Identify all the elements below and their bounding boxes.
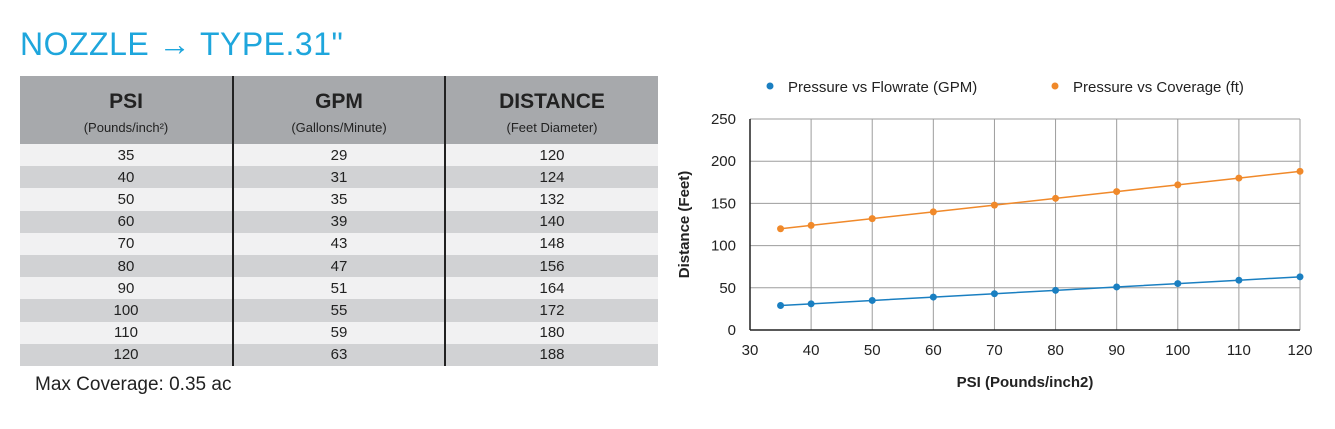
x-tick-label: 120	[1287, 342, 1312, 359]
cell-distance: 188	[444, 343, 658, 366]
legend-marker	[766, 82, 774, 90]
data-point	[807, 221, 815, 229]
column-header-sublabel: (Feet Diameter)	[506, 119, 598, 135]
cell-gpm: 47	[232, 254, 445, 278]
data-point	[1235, 174, 1243, 182]
series-line-1	[780, 276, 1301, 307]
cell-distance: 164	[444, 277, 658, 300]
cell-psi: 80	[20, 254, 233, 278]
data-point	[1174, 280, 1182, 288]
legend-marker	[1051, 82, 1059, 90]
y-tick-label: 200	[711, 153, 736, 170]
cell-gpm: 51	[232, 277, 445, 300]
cell-gpm: 29	[232, 144, 445, 167]
data-point	[1235, 276, 1243, 284]
legend-label: Pressure vs Coverage (ft)	[1073, 79, 1244, 96]
cell-psi: 100	[20, 299, 233, 322]
data-point	[868, 296, 876, 304]
cell-gpm: 43	[232, 232, 445, 255]
cell-psi: 90	[20, 277, 233, 300]
legend-label: Pressure vs Flowrate (GPM)	[788, 79, 977, 96]
cell-distance: 124	[444, 166, 658, 189]
column-header-label: DISTANCE	[499, 89, 605, 113]
data-point	[990, 201, 998, 209]
cell-gpm: 59	[232, 321, 445, 344]
table-row: 70 43 148	[20, 232, 658, 255]
y-tick-label: 50	[719, 280, 736, 297]
data-point	[777, 302, 785, 310]
column-header-sublabel: (Gallons/Minute)	[291, 119, 387, 135]
data-point	[1296, 167, 1304, 175]
table-row: 110 59 180	[20, 321, 658, 344]
column-header-label: GPM	[315, 89, 363, 113]
series-line-2	[780, 170, 1301, 230]
cell-gpm: 35	[232, 188, 445, 211]
x-tick-label: 80	[1047, 342, 1064, 359]
column-header-label: PSI	[109, 89, 143, 113]
column-header-gpm: GPM (Gallons/Minute)	[232, 76, 445, 144]
table-row: 50 35 132	[20, 188, 658, 211]
data-point	[1052, 286, 1060, 294]
cell-distance: 120	[444, 144, 658, 167]
table-header-row: PSI (Pounds/inch²) GPM (Gallons/Minute) …	[20, 76, 658, 144]
cell-gpm: 31	[232, 166, 445, 189]
x-tick-label: 30	[742, 342, 759, 359]
cell-psi: 120	[20, 343, 233, 366]
data-point	[1296, 273, 1304, 281]
data-point	[868, 215, 876, 223]
data-point	[777, 225, 785, 233]
y-tick-label: 150	[711, 195, 736, 212]
y-tick-label: 0	[728, 322, 736, 339]
x-tick-label: 100	[1165, 342, 1190, 359]
data-point	[1113, 283, 1121, 291]
x-axis-title: PSI (Pounds/inch2)	[957, 374, 1094, 391]
cell-psi: 35	[20, 144, 233, 167]
column-header-sublabel: (Pounds/inch²)	[83, 119, 169, 135]
table-row: 40 31 124	[20, 166, 658, 189]
cell-distance: 156	[444, 254, 658, 278]
x-tick-label: 40	[803, 342, 820, 359]
cell-psi: 70	[20, 232, 233, 255]
cell-gpm: 39	[232, 210, 445, 233]
cell-psi: 50	[20, 188, 233, 211]
table-row: 100 55 172	[20, 299, 658, 322]
x-tick-label: 50	[864, 342, 881, 359]
data-point	[807, 300, 815, 308]
cell-psi: 60	[20, 210, 233, 233]
table-row: 80 47 156	[20, 254, 658, 278]
cell-gpm: 55	[232, 299, 445, 322]
data-point	[1113, 188, 1121, 196]
data-point	[1052, 194, 1060, 202]
y-tick-label: 250	[711, 111, 736, 128]
x-tick-label: 90	[1108, 342, 1125, 359]
x-tick-label: 60	[925, 342, 942, 359]
max-coverage-note: Max Coverage: 0.35 ac	[35, 374, 232, 395]
cell-distance: 180	[444, 321, 658, 344]
y-tick-label: 100	[711, 238, 736, 255]
table-row: 120 63 188	[20, 343, 658, 366]
column-header-distance: DISTANCE (Feet Diameter)	[444, 76, 658, 144]
cell-gpm: 63	[232, 343, 445, 366]
table-row: 90 51 164	[20, 277, 658, 300]
cell-distance: 140	[444, 210, 658, 233]
data-point	[1174, 181, 1182, 189]
data-point	[990, 290, 998, 298]
x-tick-label: 110	[1227, 342, 1251, 359]
y-axis-title: Distance (Feet)	[676, 171, 693, 279]
data-point	[929, 208, 937, 216]
page-title: NOZZLE → TYPE.31"	[20, 26, 344, 62]
cell-distance: 148	[444, 232, 658, 255]
pressure-chart: 30 40 50 60 70 80 90 100 110 120 0 50 100 150 200 250 PS…	[676, 79, 1313, 391]
nozzle-spec-table: PSI (Pounds/inch²) GPM (Gallons/Minute) …	[20, 76, 658, 366]
cell-psi: 40	[20, 166, 233, 189]
data-point	[929, 293, 937, 301]
cell-psi: 110	[20, 321, 233, 344]
cell-distance: 172	[444, 299, 658, 322]
cell-distance: 132	[444, 188, 658, 211]
x-tick-label: 70	[986, 342, 1003, 359]
table-row: 35 29 120	[20, 144, 658, 167]
table-row: 60 39 140	[20, 210, 658, 233]
column-header-psi: PSI (Pounds/inch²)	[20, 76, 233, 144]
